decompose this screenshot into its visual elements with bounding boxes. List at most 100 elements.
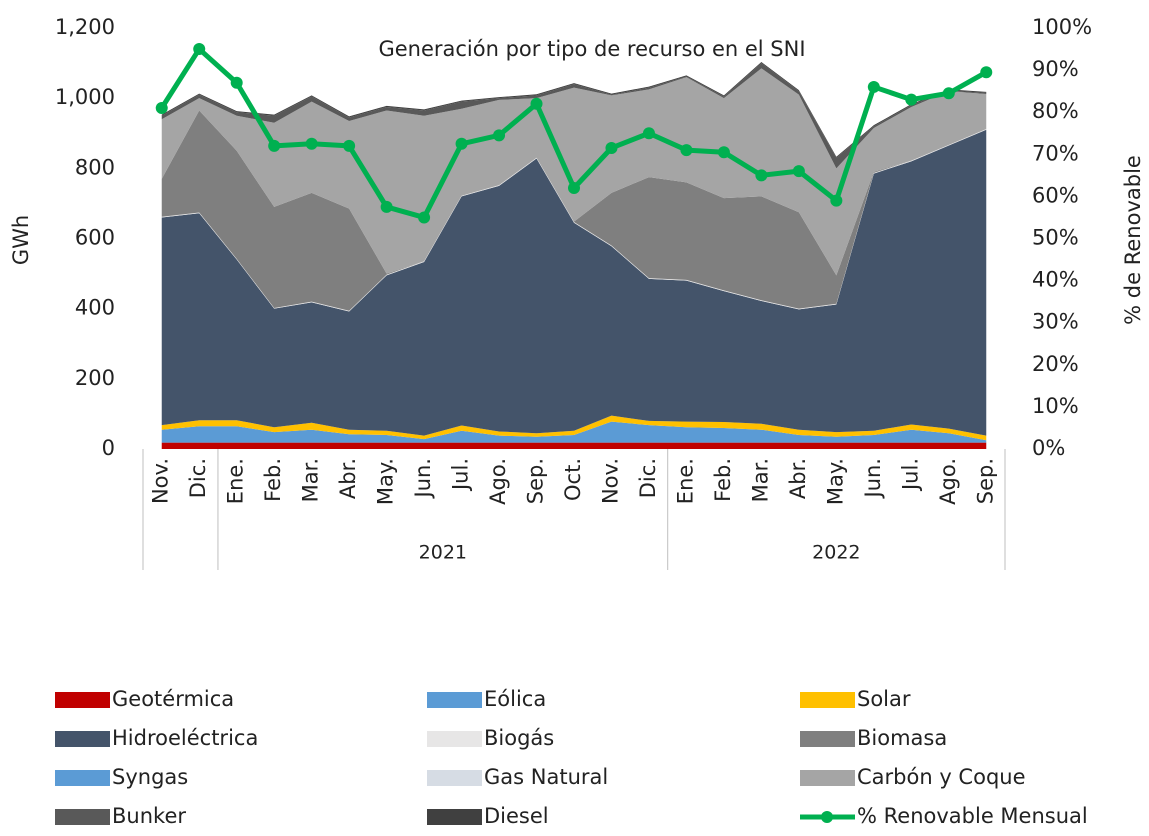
x-tick-label: Jul. — [449, 458, 473, 492]
x-tick-label: Dic. — [186, 458, 210, 498]
legend-swatch — [427, 731, 482, 747]
legend-label: Diesel — [484, 804, 549, 828]
renewable-point — [680, 144, 693, 157]
x-tick-label: Feb. — [261, 458, 285, 502]
renewable-point — [418, 211, 431, 224]
y-tick-label: 200 — [75, 366, 115, 390]
x-tick-label: Abr. — [786, 458, 810, 499]
legend-label: Solar — [857, 687, 911, 711]
legend-swatch — [55, 770, 110, 786]
x-tick-label: Feb. — [711, 458, 735, 502]
renewable-point — [380, 200, 393, 213]
renewable-point — [493, 129, 506, 142]
renewable-point — [605, 141, 618, 154]
x-tick-label: May. — [374, 458, 398, 505]
y-tick-label: 1,000 — [55, 85, 115, 109]
y2-tick-label: 50% — [1032, 226, 1079, 250]
year-label: 2021 — [419, 542, 467, 564]
y-tick-label: 0 — [102, 436, 115, 460]
renewable-point — [455, 137, 468, 150]
x-tick-label: Jun. — [861, 458, 885, 500]
renewable-point — [305, 137, 318, 150]
x-tick-label: Sep. — [524, 458, 548, 504]
y2-tick-label: 20% — [1032, 352, 1079, 376]
legend-label: Biomasa — [857, 726, 947, 750]
x-tick-label: Ene. — [673, 458, 697, 504]
y2-tick-label: 10% — [1032, 394, 1079, 418]
y2-tick-label: 90% — [1032, 57, 1079, 81]
legend-label: Biogás — [484, 726, 554, 750]
y-tick-label: 400 — [75, 296, 115, 320]
renewable-point — [530, 97, 543, 110]
x-tick-label: Jul. — [898, 458, 922, 492]
renewable-point — [792, 165, 805, 178]
renewable-point — [755, 169, 768, 182]
renewable-point — [568, 181, 580, 194]
renewable-point — [155, 101, 168, 114]
legend-label: Carbón y Coque — [857, 765, 1026, 789]
x-tick-label: Jun. — [411, 458, 435, 500]
y-tick-label: 1,200 — [55, 15, 115, 39]
y-tick-label: 600 — [75, 226, 115, 250]
year-label: 2022 — [812, 542, 860, 564]
area — [161, 68, 987, 276]
legend-swatch — [55, 809, 110, 825]
x-tick-label: Oct. — [561, 458, 585, 501]
x-tick-label: Ago. — [486, 458, 510, 505]
renewable-point — [268, 139, 281, 152]
area — [161, 129, 987, 436]
legend-label: % Renovable Mensual — [857, 804, 1088, 828]
y2-tick-label: 70% — [1032, 141, 1079, 165]
x-tick-label: Abr. — [336, 458, 360, 499]
chart-title: Generación por tipo de recurso en el SNI — [378, 37, 805, 61]
legend-swatch — [427, 692, 482, 708]
y2-tick-label: 60% — [1032, 183, 1079, 207]
y2-tick-label: 100% — [1032, 15, 1092, 39]
legend-label: Syngas — [112, 765, 188, 789]
renewable-point — [905, 93, 918, 106]
legend-marker — [821, 811, 833, 823]
y2-tick-label: 0% — [1032, 436, 1065, 460]
legend-label: Geotérmica — [112, 687, 234, 711]
y2-tick-label: 40% — [1032, 268, 1079, 292]
x-tick-label: May. — [823, 458, 847, 505]
legend-swatch — [800, 770, 855, 786]
area — [161, 110, 987, 311]
renewable-point — [343, 139, 356, 152]
legend-swatch — [55, 731, 110, 747]
y-axis-title: GWh — [9, 215, 33, 265]
legend-label: Gas Natural — [484, 765, 608, 789]
renewable-point — [867, 80, 880, 93]
legend-label: Eólica — [484, 687, 546, 711]
x-tick-label: Mar. — [748, 458, 772, 502]
x-tick-label: Ene. — [224, 458, 248, 504]
x-tick-label: Mar. — [299, 458, 323, 502]
x-tick-label: Sep. — [973, 458, 997, 504]
area — [161, 421, 987, 443]
renewable-point — [717, 146, 730, 159]
x-tick-label: Dic. — [636, 458, 660, 498]
y2-axis-title: % de Renovable — [1121, 155, 1145, 325]
x-tick-label: Ago. — [936, 458, 960, 505]
area — [161, 442, 987, 449]
renewable-point — [830, 194, 843, 207]
legend-swatch — [427, 770, 482, 786]
renewable-point — [230, 76, 243, 89]
areas — [161, 62, 987, 449]
legend-swatch — [427, 809, 482, 825]
legend-swatch — [800, 692, 855, 708]
legend-label: Bunker — [112, 804, 186, 828]
x-tick-label: Nov. — [149, 458, 173, 504]
legend-label: Hidroeléctrica — [112, 726, 258, 750]
x-tick-label: Nov. — [598, 458, 622, 504]
renewable-point — [980, 66, 993, 79]
renewable-point — [642, 127, 655, 140]
legend-swatch — [55, 692, 110, 708]
y-tick-label: 800 — [75, 155, 115, 179]
y2-tick-label: 30% — [1032, 310, 1079, 334]
renewable-point — [193, 43, 206, 56]
renewable-point — [942, 87, 955, 100]
area — [161, 415, 987, 441]
y2-tick-label: 80% — [1032, 99, 1079, 123]
